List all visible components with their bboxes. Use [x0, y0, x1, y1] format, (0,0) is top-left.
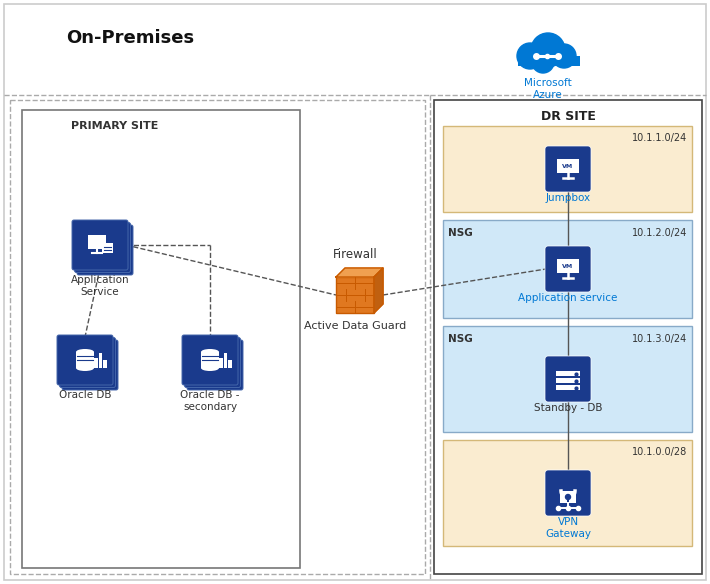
Text: 10.1.2.0/24: 10.1.2.0/24 — [632, 228, 687, 238]
Circle shape — [532, 51, 554, 73]
Bar — [224, 353, 227, 368]
Bar — [443, 440, 692, 546]
Text: 10.1.3.0/24: 10.1.3.0/24 — [632, 334, 687, 344]
Bar — [201, 352, 219, 368]
Text: Firewall: Firewall — [332, 249, 378, 262]
Text: VM: VM — [562, 165, 574, 169]
Bar — [219, 358, 222, 368]
Ellipse shape — [201, 349, 219, 355]
Polygon shape — [374, 268, 383, 313]
Text: Microsoft
Azure: Microsoft Azure — [524, 78, 572, 100]
Text: Application
Service: Application Service — [71, 275, 129, 297]
Ellipse shape — [76, 349, 94, 355]
Text: VM: VM — [562, 265, 574, 269]
Text: NSG: NSG — [448, 228, 473, 238]
FancyBboxPatch shape — [545, 356, 591, 402]
Circle shape — [531, 33, 565, 67]
Text: Oracle DB: Oracle DB — [59, 390, 111, 400]
Bar — [336, 277, 374, 313]
Text: DR SITE: DR SITE — [540, 110, 596, 123]
FancyBboxPatch shape — [72, 220, 128, 270]
Bar — [22, 110, 300, 568]
Bar — [102, 243, 113, 253]
Bar — [443, 326, 692, 432]
Bar — [94, 358, 97, 368]
Text: Active Data Guard: Active Data Guard — [304, 321, 406, 331]
Bar — [556, 385, 580, 390]
Text: NSG: NSG — [448, 334, 473, 344]
Text: Jumpbox: Jumpbox — [545, 193, 591, 203]
Bar — [434, 100, 702, 574]
Bar — [556, 371, 580, 376]
FancyBboxPatch shape — [77, 225, 133, 275]
Bar — [518, 56, 580, 66]
Bar — [76, 352, 94, 368]
Text: VPN
Gateway: VPN Gateway — [545, 517, 591, 540]
Bar — [228, 360, 231, 368]
Text: Application service: Application service — [518, 293, 618, 303]
Text: Oracle DB -
secondary: Oracle DB - secondary — [180, 390, 240, 412]
FancyBboxPatch shape — [545, 246, 591, 292]
Bar — [557, 259, 579, 273]
Bar — [88, 235, 106, 249]
Bar — [556, 378, 580, 383]
FancyBboxPatch shape — [187, 340, 243, 390]
FancyBboxPatch shape — [545, 146, 591, 192]
Circle shape — [565, 495, 571, 499]
Polygon shape — [336, 268, 383, 277]
Text: PRIMARY SITE: PRIMARY SITE — [71, 121, 159, 131]
Circle shape — [552, 44, 576, 68]
FancyBboxPatch shape — [182, 335, 238, 385]
Bar — [557, 159, 579, 173]
Bar — [567, 497, 569, 502]
Bar — [103, 360, 106, 368]
Circle shape — [517, 43, 543, 69]
Text: 10.1.1.0/24: 10.1.1.0/24 — [632, 133, 687, 143]
Bar — [443, 126, 692, 212]
Bar — [560, 491, 576, 503]
Ellipse shape — [201, 365, 219, 371]
FancyBboxPatch shape — [60, 338, 116, 388]
FancyBboxPatch shape — [57, 335, 113, 385]
FancyBboxPatch shape — [75, 223, 131, 273]
Text: On-Premises: On-Premises — [66, 29, 194, 47]
Bar — [99, 353, 102, 368]
Bar — [10, 100, 425, 574]
Text: Standby - DB: Standby - DB — [534, 403, 602, 413]
Text: 10.1.0.0/28: 10.1.0.0/28 — [632, 447, 687, 457]
FancyBboxPatch shape — [185, 338, 241, 388]
Ellipse shape — [76, 365, 94, 371]
Bar — [443, 220, 692, 318]
FancyBboxPatch shape — [62, 340, 118, 390]
FancyBboxPatch shape — [545, 470, 591, 516]
